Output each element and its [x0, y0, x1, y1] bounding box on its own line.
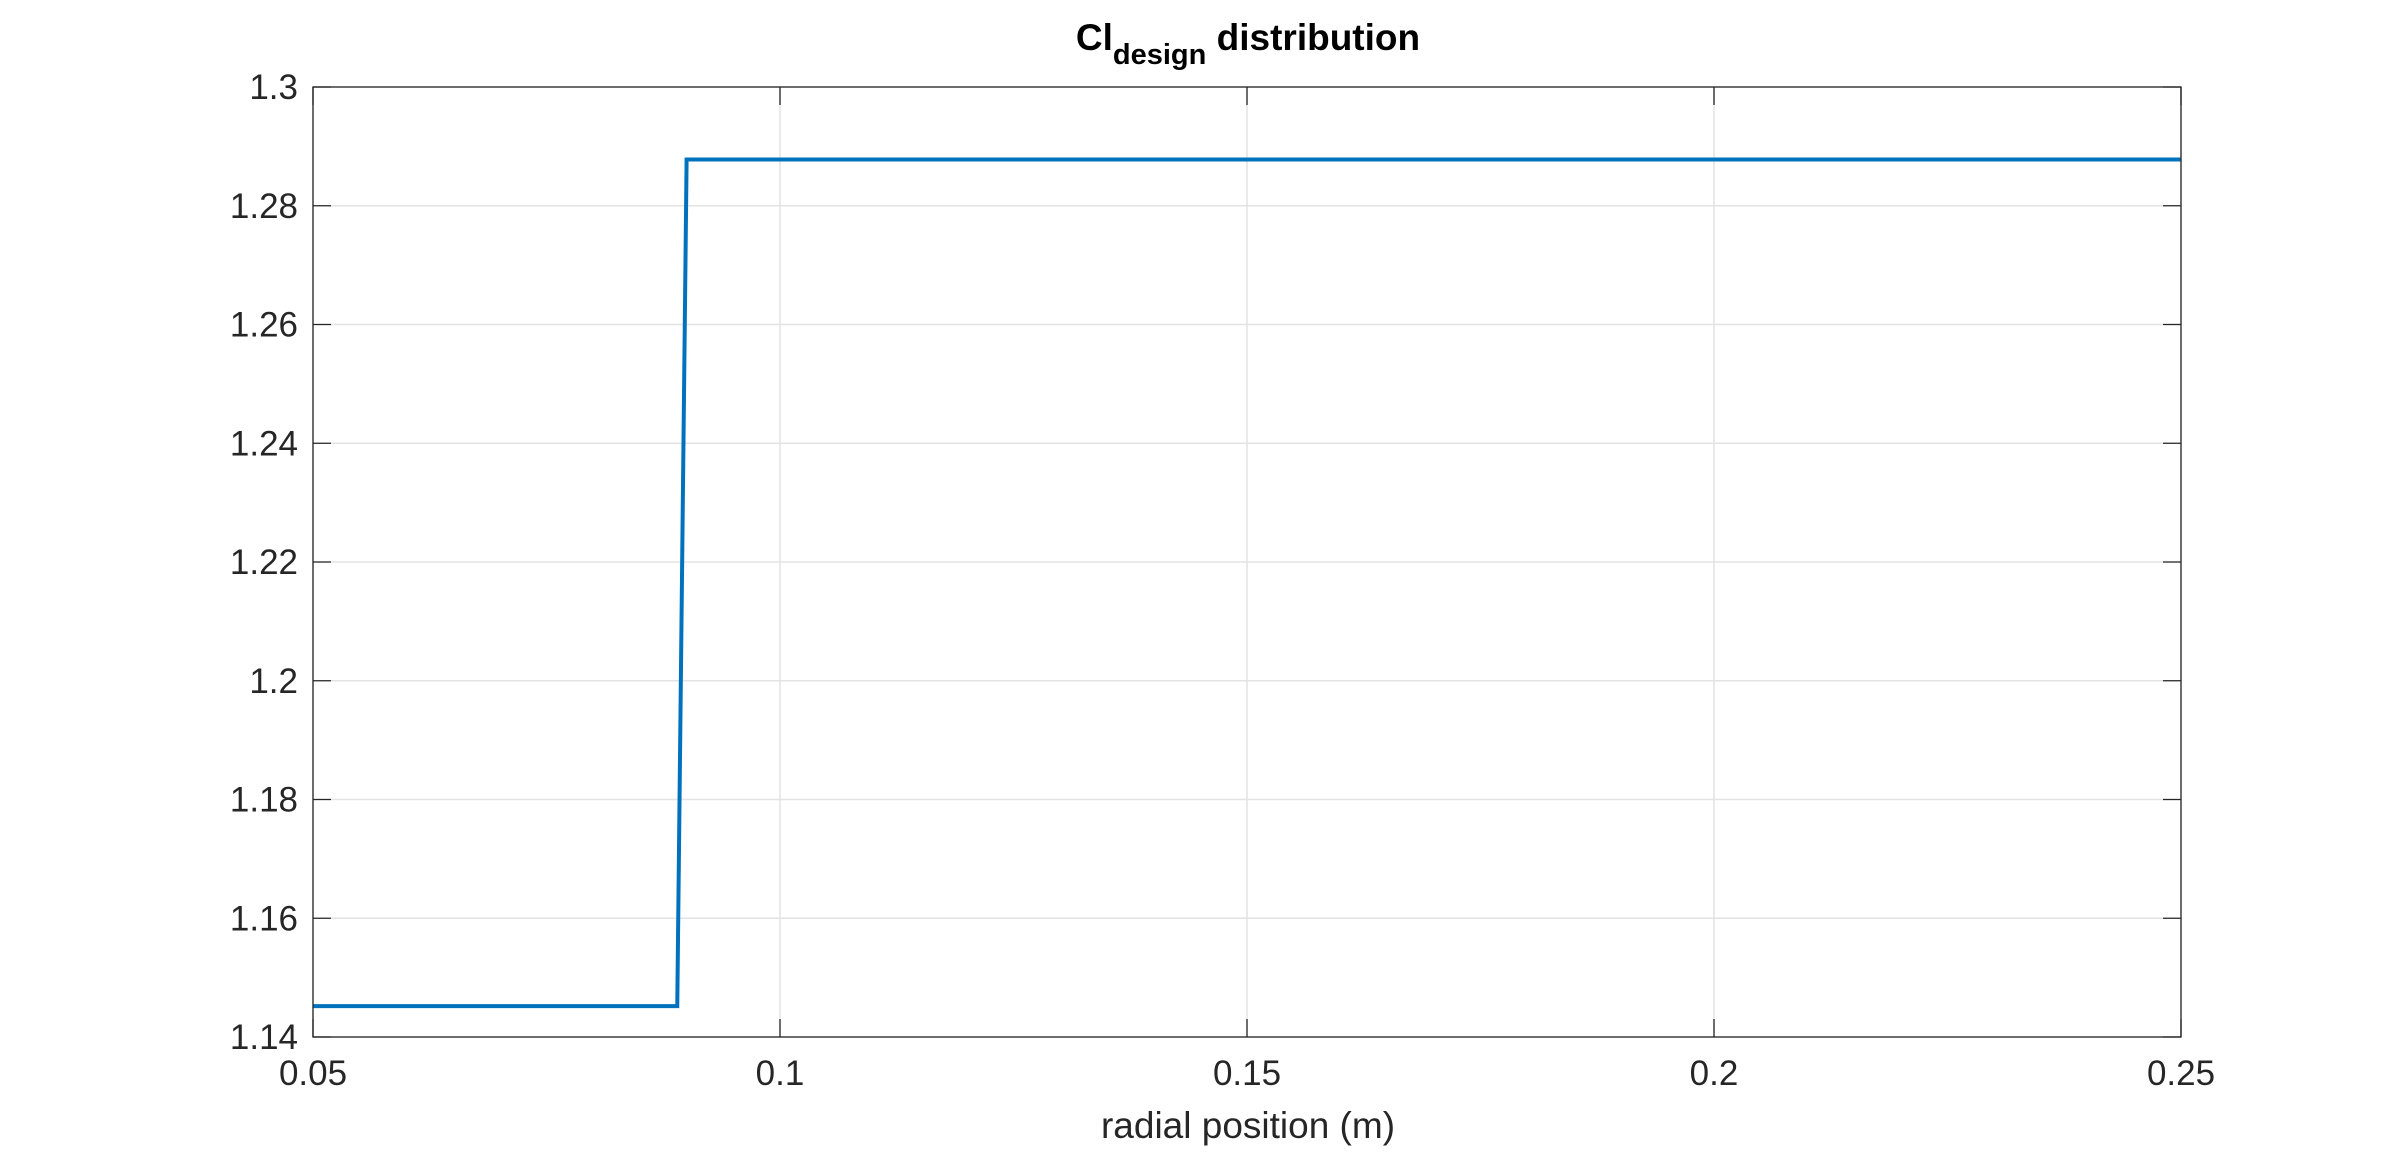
y-tick-label: 1.26 [230, 306, 298, 345]
y-tick-label: 1.3 [249, 68, 298, 107]
x-tick-label: 0.1 [756, 1054, 805, 1093]
y-tick-label: 1.22 [230, 543, 298, 582]
y-tick-label: 1.2 [249, 662, 298, 701]
data-series [313, 157, 2181, 1009]
y-tick-label: 1.24 [230, 424, 298, 463]
y-axis-tick-labels: 1.14 1.16 1.18 1.2 1.22 1.24 1.26 1.28 1.3 [230, 68, 298, 1057]
chart-title-rest: distribution [1206, 17, 1420, 58]
axis-ticks [312, 86, 2182, 1038]
chart-title-main: Cl [1076, 17, 1113, 58]
x-tick-label: 0.2 [1690, 1054, 1739, 1093]
x-tick-label: 0.25 [2147, 1054, 2215, 1093]
x-tick-label: 0.15 [1213, 1054, 1281, 1093]
y-tick-label: 1.16 [230, 899, 298, 938]
chart-title: Cldesign distribution [1076, 17, 1420, 71]
series-line [313, 157, 2181, 1009]
x-tick-label: 0.05 [279, 1054, 347, 1093]
y-tick-label: 1.14 [230, 1018, 298, 1057]
y-tick-label: 1.28 [230, 187, 298, 226]
x-axis-label: radial position (m) [1101, 1105, 1395, 1146]
chart-title-subscript: design [1113, 39, 1206, 71]
x-axis-tick-labels: 0.05 0.1 0.15 0.2 0.25 [279, 1054, 2215, 1093]
y-tick-label: 1.18 [230, 781, 298, 820]
